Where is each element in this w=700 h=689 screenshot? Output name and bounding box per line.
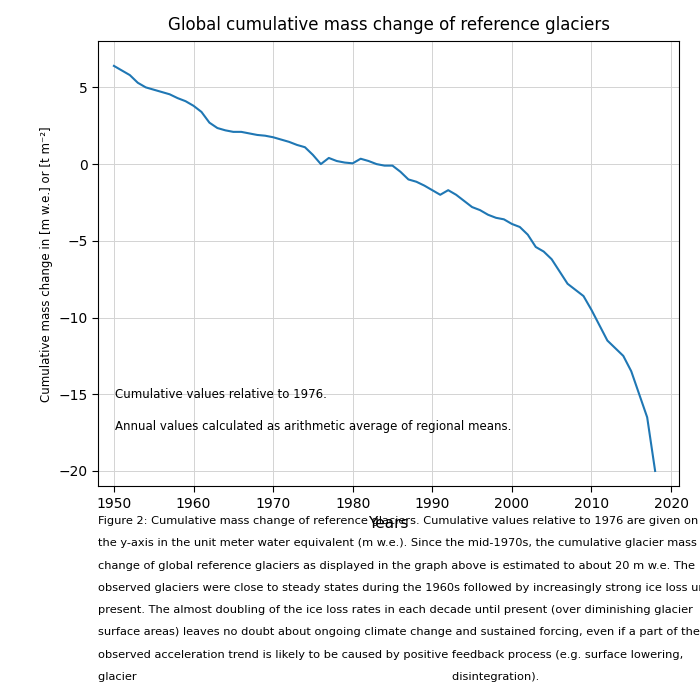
Y-axis label: Cumulative mass change in [m w.e.] or [t m⁻²]: Cumulative mass change in [m w.e.] or [t…	[40, 126, 52, 402]
Text: present. The almost doubling of the ice loss rates in each decade until present : present. The almost doubling of the ice …	[98, 605, 693, 615]
Text: Annual values calculated as arithmetic average of regional means.: Annual values calculated as arithmetic a…	[116, 420, 512, 433]
Title: Global cumulative mass change of reference glaciers: Global cumulative mass change of referen…	[167, 17, 610, 34]
Text: Figure 2: Cumulative mass change of reference glaciers. Cumulative values relati: Figure 2: Cumulative mass change of refe…	[98, 516, 699, 526]
Text: observed glaciers were close to steady states during the 1960s followed by incre: observed glaciers were close to steady s…	[98, 583, 700, 593]
X-axis label: Years: Years	[368, 516, 409, 531]
Text: glacier                                                                         : glacier	[98, 672, 539, 682]
Text: surface areas) leaves no doubt about ongoing climate change and sustained forcin: surface areas) leaves no doubt about ong…	[98, 628, 700, 637]
Text: Cumulative values relative to 1976.: Cumulative values relative to 1976.	[116, 389, 328, 402]
Text: observed acceleration trend is likely to be caused by positive feedback process : observed acceleration trend is likely to…	[98, 650, 683, 659]
Text: the y-axis in the unit meter water equivalent (m w.e.). Since the mid-1970s, the: the y-axis in the unit meter water equiv…	[98, 538, 697, 548]
Text: change of global reference glaciers as displayed in the graph above is estimated: change of global reference glaciers as d…	[98, 561, 695, 570]
